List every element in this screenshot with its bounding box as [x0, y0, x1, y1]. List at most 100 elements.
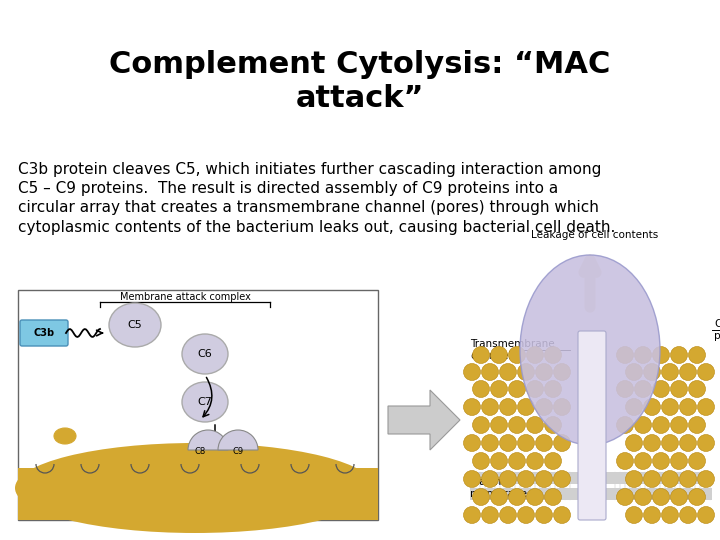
Circle shape — [554, 399, 570, 415]
Circle shape — [644, 399, 660, 415]
Circle shape — [500, 399, 516, 415]
Circle shape — [688, 381, 706, 397]
Circle shape — [644, 470, 660, 488]
Circle shape — [490, 381, 508, 397]
Text: Complement Cytolysis: “MAC
attack”: Complement Cytolysis: “MAC attack” — [109, 50, 611, 113]
Circle shape — [518, 507, 534, 523]
Ellipse shape — [520, 255, 660, 445]
Circle shape — [508, 489, 526, 505]
Circle shape — [652, 347, 670, 363]
Text: C7: C7 — [197, 397, 212, 407]
Text: Membrane attack complex: Membrane attack complex — [120, 292, 251, 302]
Circle shape — [644, 507, 660, 523]
Circle shape — [616, 347, 634, 363]
Circle shape — [526, 381, 544, 397]
Circle shape — [518, 435, 534, 451]
Text: C9: C9 — [233, 448, 243, 456]
Text: C6: C6 — [197, 349, 212, 359]
Circle shape — [680, 399, 696, 415]
Circle shape — [626, 470, 642, 488]
Text: C8: C8 — [194, 448, 206, 456]
Circle shape — [544, 489, 562, 505]
Circle shape — [508, 347, 526, 363]
Circle shape — [680, 363, 696, 381]
Text: Transmembrane
channel: Transmembrane channel — [470, 339, 554, 361]
Circle shape — [526, 347, 544, 363]
Circle shape — [482, 435, 498, 451]
Ellipse shape — [182, 334, 228, 374]
Circle shape — [490, 347, 508, 363]
Circle shape — [472, 347, 490, 363]
Circle shape — [536, 470, 552, 488]
Circle shape — [662, 363, 678, 381]
Circle shape — [536, 399, 552, 415]
Circle shape — [680, 435, 696, 451]
Circle shape — [652, 453, 670, 469]
Circle shape — [662, 470, 678, 488]
Circle shape — [698, 470, 714, 488]
Circle shape — [472, 453, 490, 469]
Circle shape — [634, 489, 652, 505]
Circle shape — [554, 363, 570, 381]
Circle shape — [634, 381, 652, 397]
Circle shape — [616, 381, 634, 397]
Circle shape — [526, 453, 544, 469]
Circle shape — [554, 435, 570, 451]
Circle shape — [616, 489, 634, 505]
Circle shape — [554, 470, 570, 488]
Text: Leakage of cell contents: Leakage of cell contents — [531, 230, 659, 240]
Circle shape — [688, 453, 706, 469]
Text: C5: C5 — [127, 320, 143, 330]
Circle shape — [626, 363, 642, 381]
Bar — [470, 488, 712, 500]
Bar — [470, 472, 712, 484]
Circle shape — [652, 381, 670, 397]
Circle shape — [626, 435, 642, 451]
Text: Complement
proteins: Complement proteins — [714, 319, 720, 341]
Circle shape — [688, 489, 706, 505]
Circle shape — [482, 399, 498, 415]
Circle shape — [518, 470, 534, 488]
FancyBboxPatch shape — [20, 320, 68, 346]
Circle shape — [482, 470, 498, 488]
Circle shape — [670, 416, 688, 434]
Circle shape — [688, 416, 706, 434]
Circle shape — [698, 399, 714, 415]
Circle shape — [688, 347, 706, 363]
Circle shape — [508, 453, 526, 469]
Circle shape — [508, 381, 526, 397]
Circle shape — [616, 416, 634, 434]
Circle shape — [490, 489, 508, 505]
Circle shape — [698, 507, 714, 523]
Circle shape — [544, 381, 562, 397]
Circle shape — [680, 507, 696, 523]
Circle shape — [680, 470, 696, 488]
Circle shape — [518, 399, 534, 415]
FancyBboxPatch shape — [18, 290, 378, 520]
Wedge shape — [218, 430, 258, 450]
Text: C3b protein cleaves C5, which initiates further cascading interaction among
C5 –: C3b protein cleaves C5, which initiates … — [18, 162, 616, 234]
Circle shape — [652, 416, 670, 434]
Circle shape — [662, 507, 678, 523]
Circle shape — [464, 363, 480, 381]
Circle shape — [508, 416, 526, 434]
Circle shape — [626, 507, 642, 523]
Wedge shape — [188, 430, 228, 450]
Circle shape — [544, 347, 562, 363]
FancyBboxPatch shape — [578, 331, 606, 520]
Circle shape — [500, 507, 516, 523]
Circle shape — [472, 381, 490, 397]
Circle shape — [518, 363, 534, 381]
Circle shape — [698, 435, 714, 451]
Circle shape — [500, 435, 516, 451]
Circle shape — [644, 363, 660, 381]
Circle shape — [634, 453, 652, 469]
Circle shape — [670, 381, 688, 397]
Circle shape — [670, 453, 688, 469]
Circle shape — [652, 489, 670, 505]
Circle shape — [544, 453, 562, 469]
Circle shape — [616, 453, 634, 469]
Circle shape — [634, 347, 652, 363]
Circle shape — [482, 507, 498, 523]
Circle shape — [626, 399, 642, 415]
